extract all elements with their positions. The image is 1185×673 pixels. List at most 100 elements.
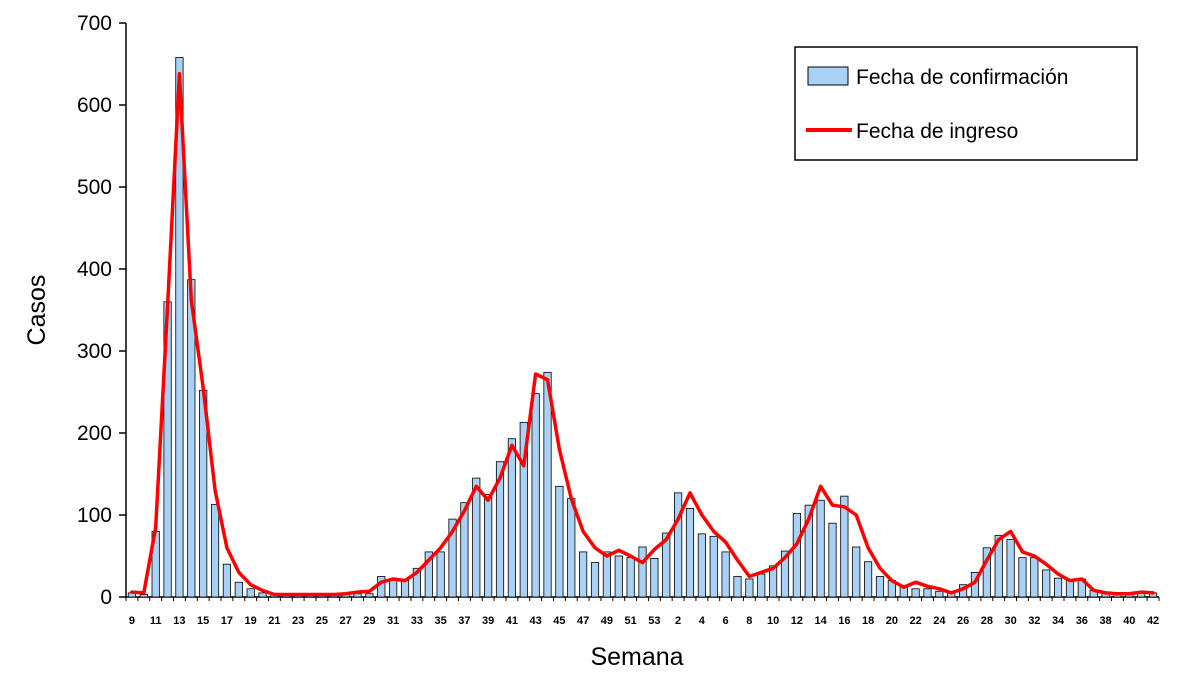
x-tick-label: 16 — [838, 615, 850, 627]
bar-confirmacion — [852, 546, 861, 598]
x-tick-label: 37 — [458, 615, 470, 627]
y-tick-label: 500 — [77, 176, 112, 199]
bar-confirmacion — [495, 461, 505, 598]
bar-confirmacion — [650, 558, 659, 598]
x-tick-label: 34 — [1052, 615, 1065, 627]
bar-confirmacion — [1065, 580, 1075, 598]
y-ticks: 0 100 200 300 400 500 600 700 — [77, 12, 126, 609]
x-tick-label: 26 — [957, 615, 969, 627]
x-tick-label: 29 — [363, 615, 375, 627]
x-tick-label: 19 — [245, 615, 257, 627]
x-tick-label: 12 — [791, 615, 803, 627]
bar-confirmacion — [377, 576, 386, 598]
bar-confirmacion — [602, 551, 611, 598]
bar-confirmacion — [424, 551, 433, 598]
bar-confirmacion — [484, 494, 493, 598]
x-tick-label: 40 — [1123, 615, 1135, 627]
bar-confirmacion — [935, 590, 944, 598]
bar-confirmacion — [697, 533, 706, 598]
legend-box — [794, 46, 1138, 161]
line-series — [130, 72, 1155, 597]
x-tick-label: 17 — [221, 615, 233, 627]
x-tick-label: 33 — [411, 615, 423, 627]
bar-confirmacion — [222, 563, 232, 598]
bar-confirmacion — [769, 565, 778, 598]
x-tick-label: 49 — [601, 615, 613, 627]
bar-confirmacion — [258, 592, 267, 598]
legend-bar-swatch — [807, 66, 849, 86]
bar-confirmacion — [864, 561, 873, 598]
x-tick-label: 45 — [553, 615, 565, 627]
bar-confirmacion — [1053, 577, 1063, 598]
bar-confirmacion — [567, 498, 576, 598]
bar-confirmacion — [590, 562, 600, 598]
bar-confirmacion — [519, 421, 528, 598]
bar-confirmacion — [139, 594, 148, 598]
bar-confirmacion — [923, 588, 932, 598]
y-tick-label: 0 — [100, 586, 112, 609]
x-tick-label: 13 — [173, 615, 185, 627]
y-tick-label: 100 — [77, 504, 112, 527]
x-ticks: 9 11 13 15 17 19 21 23 25 27 29 31 33 35 37 39 41 43 45 47 4… — [125, 597, 1160, 627]
bar-confirmacion — [840, 495, 849, 598]
y-tick-label: 700 — [77, 12, 112, 35]
x-tick-label: 11 — [150, 615, 162, 627]
bar-confirmacion — [994, 535, 1003, 598]
bar-confirmacion — [175, 57, 184, 598]
bar-confirmacion — [389, 578, 398, 598]
x-tick-label: 9 — [129, 615, 135, 627]
x-tick-label: 27 — [340, 615, 352, 627]
bar-confirmacion — [982, 547, 991, 598]
x-tick-label: 53 — [648, 615, 660, 627]
y-tick-label: 600 — [77, 94, 112, 117]
bar-confirmacion — [792, 512, 801, 598]
bar-confirmacion — [780, 550, 790, 598]
bar-confirmacion — [721, 551, 730, 598]
bar-confirmacion — [531, 393, 540, 598]
legend-label-confirmacion: Fecha de confirmación — [856, 66, 1068, 89]
bar-confirmacion — [555, 485, 564, 598]
x-tick-label: 28 — [981, 615, 993, 627]
x-tick-label: 36 — [1076, 615, 1088, 627]
bar-confirmacion — [400, 580, 410, 598]
x-tick-label: 18 — [862, 615, 874, 627]
x-tick-label: 51 — [625, 615, 637, 627]
x-tick-label: 30 — [1004, 615, 1016, 627]
bar-confirmacion — [1030, 557, 1039, 598]
bar-confirmacion — [911, 588, 920, 598]
y-axis-title: Casos — [23, 275, 51, 346]
bar-confirmacion — [626, 557, 635, 598]
bar-confirmacion — [804, 504, 813, 598]
bar-confirmacion — [353, 593, 362, 598]
bar-confirmacion — [614, 555, 623, 598]
x-tick-label: 35 — [435, 615, 447, 627]
bar-confirmacion — [543, 371, 552, 598]
bar-confirmacion — [685, 508, 695, 598]
bar-confirmacion — [875, 576, 885, 598]
bar-confirmacion — [828, 522, 837, 598]
bar-confirmacion — [733, 576, 742, 598]
x-tick-label: 6 — [723, 615, 729, 627]
bar-confirmacion — [757, 573, 766, 598]
x-tick-label: 15 — [197, 615, 209, 627]
x-tick-label: 41 — [506, 615, 518, 627]
y-tick-label: 300 — [77, 340, 112, 363]
bar-confirmacion — [365, 593, 374, 598]
x-tick-label: 20 — [886, 615, 898, 627]
x-axis-title: Semana — [590, 643, 683, 671]
x-tick-label: 39 — [482, 615, 494, 627]
bar-confirmacion — [638, 546, 647, 598]
x-tick-label: 25 — [316, 615, 328, 627]
x-tick-label: 21 — [268, 615, 280, 627]
bar-confirmacion — [436, 551, 445, 598]
x-tick-label: 2 — [675, 615, 681, 627]
y-tick-label: 200 — [77, 422, 112, 445]
x-tick-label: 42 — [1147, 615, 1159, 627]
bar-confirmacion — [674, 492, 683, 598]
x-tick-label: 32 — [1028, 615, 1040, 627]
x-tick-label: 43 — [530, 615, 542, 627]
bar-confirmacion — [448, 518, 457, 598]
x-tick-label: 47 — [577, 615, 589, 627]
x-tick-label: 22 — [909, 615, 921, 627]
